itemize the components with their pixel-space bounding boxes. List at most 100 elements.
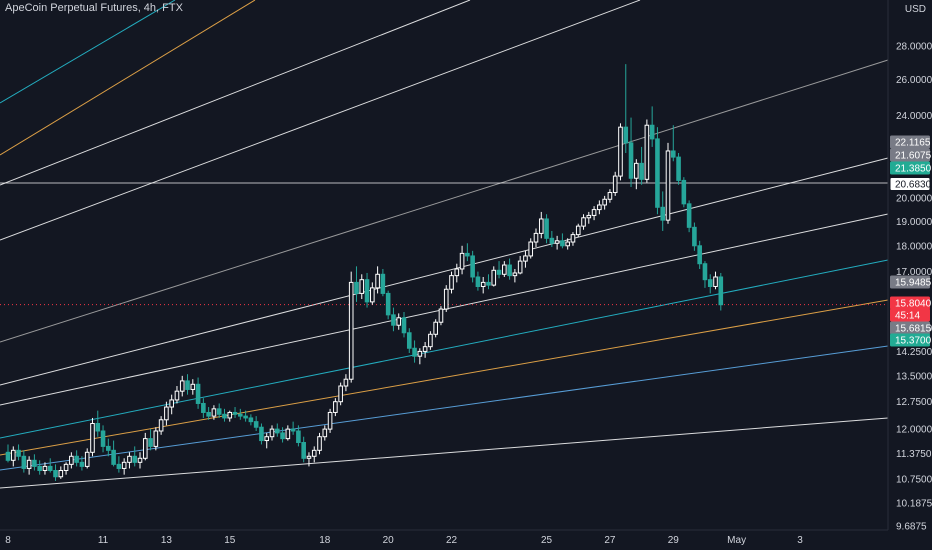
candle-body [106, 445, 111, 451]
candle-body [528, 241, 534, 257]
candle-body [190, 383, 196, 390]
price-tick-label: 18.0000 [896, 241, 932, 252]
candle-body [95, 422, 101, 432]
fan-line [0, 0, 256, 156]
time-tick-label: 3 [797, 535, 803, 546]
time-tick-label: 25 [541, 535, 553, 546]
candle-body [480, 281, 486, 287]
candle-body [238, 413, 243, 417]
candle-body [280, 432, 285, 440]
candle-body [169, 399, 174, 408]
candle-body [586, 214, 592, 219]
candle-body [554, 240, 560, 244]
price-tick-label: 10.7500 [896, 474, 932, 485]
candle-body [248, 417, 254, 423]
fan-lines [0, 0, 889, 489]
candle-body [47, 465, 53, 472]
price-badge-label: 15.3700 [895, 336, 932, 347]
candle-body [486, 281, 491, 286]
fan-line [0, 157, 889, 386]
candle-body [179, 380, 185, 392]
candle-body [385, 292, 391, 316]
candle-body [412, 347, 417, 357]
candle-body [507, 264, 512, 277]
candle-body [597, 204, 602, 211]
candle-body [517, 260, 523, 274]
time-tick-label: 15 [224, 535, 236, 546]
candle-body [570, 234, 576, 243]
price-tick-label: 28.0000 [896, 42, 932, 53]
price-badge-label: 22.1165 [895, 138, 931, 149]
candles [5, 64, 724, 481]
candle-body [164, 406, 169, 421]
price-badge-label: 21.3850 [895, 164, 932, 175]
candle-body [670, 150, 676, 158]
candle-body [502, 264, 507, 275]
candle-body [612, 175, 618, 194]
candle-body [692, 226, 697, 247]
candle-body [201, 402, 206, 413]
price-tick-label: 17.0000 [896, 267, 932, 278]
candle-body [132, 455, 138, 463]
candle-body [116, 463, 122, 469]
candle-body [549, 237, 555, 244]
candle-body [560, 240, 565, 247]
candle-body [718, 276, 724, 306]
candle-body [644, 124, 650, 180]
candle-body [290, 428, 296, 432]
candle-body [296, 430, 301, 443]
candle-body [702, 263, 708, 281]
price-tick-label: 13.5000 [896, 371, 932, 382]
candle-body [533, 232, 539, 243]
candle-body [438, 308, 444, 323]
candle-body [707, 279, 713, 287]
candle-body [649, 124, 655, 140]
price-badge-label: 20.6830 [895, 180, 932, 191]
candle-body [454, 268, 460, 277]
candle-body [53, 470, 58, 478]
fan-line [0, 0, 471, 186]
candle-body [58, 470, 64, 478]
time-tick-label: 11 [98, 535, 109, 546]
candle-body [206, 411, 211, 417]
price-tick-label: 10.1875 [896, 499, 932, 510]
price-badge-label: 21.6075 [895, 151, 932, 162]
time-tick-label: 20 [383, 535, 395, 546]
time-axis[interactable]: 8 11 13 15 18 20 22 25 27 29 May 3 [0, 529, 932, 550]
candle-body [575, 225, 581, 236]
price-badge [890, 275, 930, 289]
candle-body [90, 422, 95, 453]
candle-body [544, 218, 549, 239]
candle-body [676, 156, 681, 181]
candle-body [322, 428, 328, 438]
candle-body [264, 436, 270, 442]
candle-body [591, 209, 597, 216]
candle-body [232, 411, 238, 415]
candle-body [317, 436, 322, 451]
price-badge [890, 148, 930, 162]
fan-line [0, 417, 889, 489]
candle-body [496, 269, 502, 275]
candle-body [449, 275, 454, 290]
price-tick-label: 14.2500 [896, 347, 932, 358]
candle-body [380, 273, 386, 294]
currency-label[interactable]: USD [904, 4, 926, 15]
candle-body [681, 179, 687, 205]
candle-body [359, 279, 365, 294]
candle-body [84, 451, 90, 467]
candle-body [227, 411, 233, 419]
price-badge [890, 135, 930, 149]
price-badges: 22.1165 21.6075 21.3850 20.6830 15.9485 15.80… [889, 135, 932, 347]
candle-body [5, 451, 11, 461]
candle-body [153, 430, 159, 447]
candle-body [417, 350, 423, 357]
candle-body [538, 218, 544, 234]
candle-body [375, 273, 380, 289]
fan-line [0, 59, 889, 343]
candle-body [618, 126, 623, 177]
candle-body [433, 321, 438, 335]
price-axis[interactable]: 28.0000 26.0000 24.0000 20.0000 19.0000 18.00… [887, 0, 932, 550]
